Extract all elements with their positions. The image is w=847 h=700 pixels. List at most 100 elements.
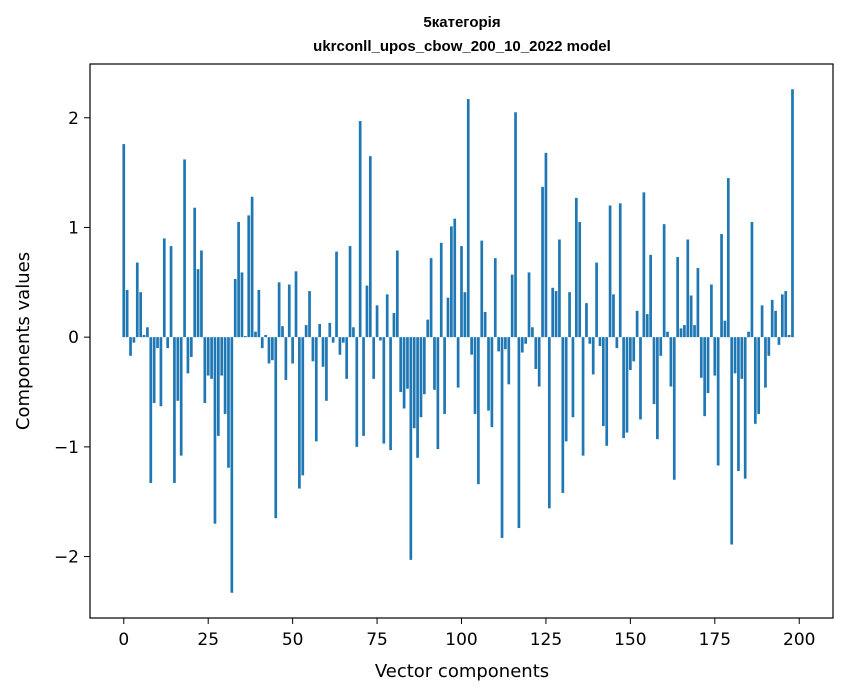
bar — [419, 337, 423, 418]
bar — [463, 292, 467, 338]
y-tick-label: −2 — [54, 548, 79, 568]
bar — [699, 337, 703, 378]
bar — [392, 313, 396, 338]
x-tick-label: 50 — [282, 630, 304, 650]
bar — [186, 337, 190, 374]
bar — [314, 337, 318, 442]
x-tick-label: 200 — [783, 630, 815, 650]
bar — [473, 337, 477, 414]
bar — [311, 337, 315, 362]
bar — [196, 269, 200, 338]
bar — [335, 251, 338, 338]
bar — [135, 262, 139, 338]
bar — [341, 337, 345, 343]
bar — [483, 311, 487, 338]
bar — [601, 337, 605, 427]
bar — [223, 337, 227, 414]
x-tick-label: 150 — [614, 630, 646, 650]
bar — [281, 326, 284, 338]
chart-subtitle: ukrconll_upos_cbow_200_10_2022 model — [313, 38, 611, 55]
bar — [183, 159, 186, 338]
bar — [672, 337, 676, 480]
bar — [689, 295, 693, 338]
bar — [368, 156, 372, 338]
bar — [416, 337, 419, 458]
bar — [767, 337, 771, 356]
bar — [139, 292, 143, 338]
bar — [477, 337, 480, 485]
bar — [662, 224, 666, 338]
bar — [706, 337, 710, 394]
bar — [551, 287, 555, 338]
bar — [713, 337, 717, 376]
bar — [774, 310, 777, 338]
bar — [423, 337, 426, 395]
bar — [189, 337, 193, 357]
bar — [348, 246, 352, 338]
bar — [436, 337, 440, 450]
bar — [686, 239, 690, 338]
bar — [345, 337, 349, 379]
bar — [652, 337, 656, 405]
bar — [564, 337, 568, 442]
bar — [271, 337, 274, 361]
bar — [240, 272, 244, 338]
bar — [541, 186, 544, 338]
bar — [493, 258, 497, 338]
bar — [264, 334, 267, 338]
bar — [460, 246, 463, 338]
bar — [487, 337, 490, 411]
bar — [547, 337, 551, 509]
bar — [730, 337, 734, 545]
bar — [149, 337, 153, 484]
bar — [169, 246, 173, 338]
bar — [331, 337, 335, 343]
bar — [260, 337, 264, 349]
bar — [497, 337, 500, 352]
y-tick-label: 2 — [68, 109, 79, 129]
bar — [385, 294, 389, 338]
bar — [247, 215, 251, 338]
bar — [227, 337, 230, 468]
bar — [382, 337, 386, 444]
y-tick-label: −1 — [54, 438, 79, 458]
bar — [588, 337, 592, 344]
bar — [747, 331, 750, 338]
bar — [308, 291, 311, 338]
bar — [520, 337, 524, 353]
bar — [561, 337, 565, 493]
bar — [358, 121, 362, 338]
bar — [787, 334, 791, 338]
bar — [233, 279, 237, 338]
bar — [514, 112, 517, 338]
plot-frame — [89, 63, 834, 619]
bar — [679, 328, 683, 338]
bar — [237, 221, 240, 338]
bar — [291, 337, 294, 364]
bar — [531, 327, 534, 338]
bar — [159, 337, 163, 407]
bar — [379, 337, 382, 341]
bar — [605, 337, 609, 446]
bar — [591, 337, 595, 375]
bar — [639, 337, 642, 420]
bar — [456, 337, 460, 388]
bar — [267, 337, 271, 364]
bar — [656, 337, 659, 440]
bar — [304, 325, 308, 338]
bar — [294, 271, 298, 338]
bar — [429, 258, 433, 338]
bar — [612, 294, 615, 338]
bar — [220, 337, 224, 376]
bar — [325, 337, 328, 401]
bar — [193, 207, 197, 338]
x-tick-label: 100 — [445, 630, 477, 650]
bar — [375, 305, 379, 338]
bar — [439, 242, 443, 338]
bar — [635, 310, 639, 338]
bar — [301, 337, 305, 476]
bar — [615, 337, 619, 349]
bar — [328, 322, 332, 338]
bar — [629, 337, 632, 371]
